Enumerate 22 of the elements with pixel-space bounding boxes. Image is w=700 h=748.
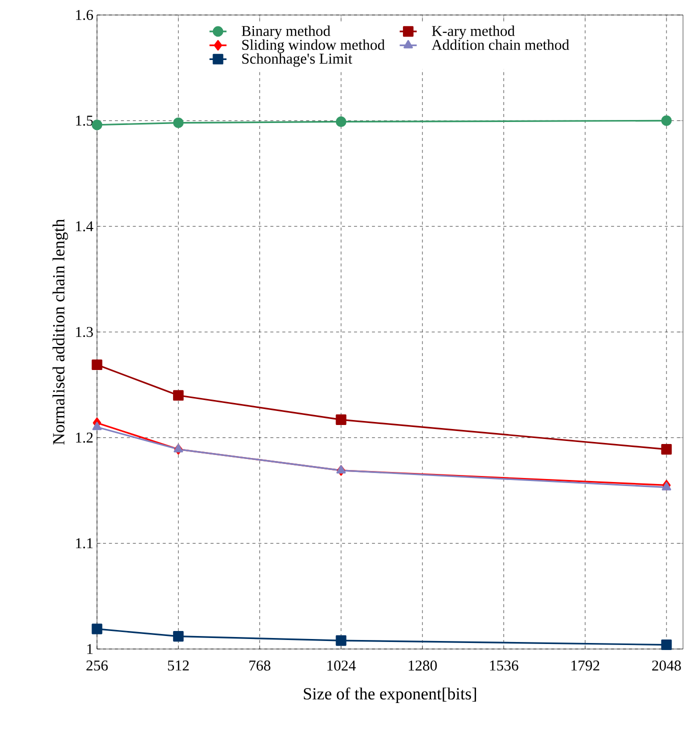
- y-axis-title: Normalised addition chain length: [52, 219, 68, 445]
- x-tick-label: 2048: [652, 660, 681, 671]
- x-tick-label: 1280: [408, 660, 437, 671]
- legend-label: Binary method: [242, 26, 330, 40]
- y-tick-label: 1.5: [76, 116, 93, 126]
- y-tick-label: 1.2: [76, 432, 93, 443]
- x-axis-title: Size of the exponent[bits]: [304, 687, 476, 703]
- y-tick-label: 1.1: [76, 538, 93, 548]
- y-tick-label: 1.4: [76, 221, 94, 232]
- y-tick-label: 1: [87, 644, 93, 654]
- x-tick-label: 768: [249, 660, 270, 671]
- y-tick-label: 1.3: [76, 326, 93, 338]
- legend-label: Sliding window method: [242, 39, 385, 53]
- legend-label: K-ary method: [432, 26, 515, 40]
- x-tick-label: 1024: [327, 660, 356, 671]
- x-tick-label: 1536: [490, 660, 518, 671]
- x-tick-label: 512: [168, 660, 189, 671]
- y-tick-label: 1.6: [76, 10, 94, 20]
- x-tick-label: 256: [86, 660, 108, 671]
- legend-label: Addition chain method: [432, 39, 570, 50]
- legend-label: Schonhage's Limit: [242, 53, 352, 67]
- x-tick-label: 1792: [571, 660, 600, 671]
